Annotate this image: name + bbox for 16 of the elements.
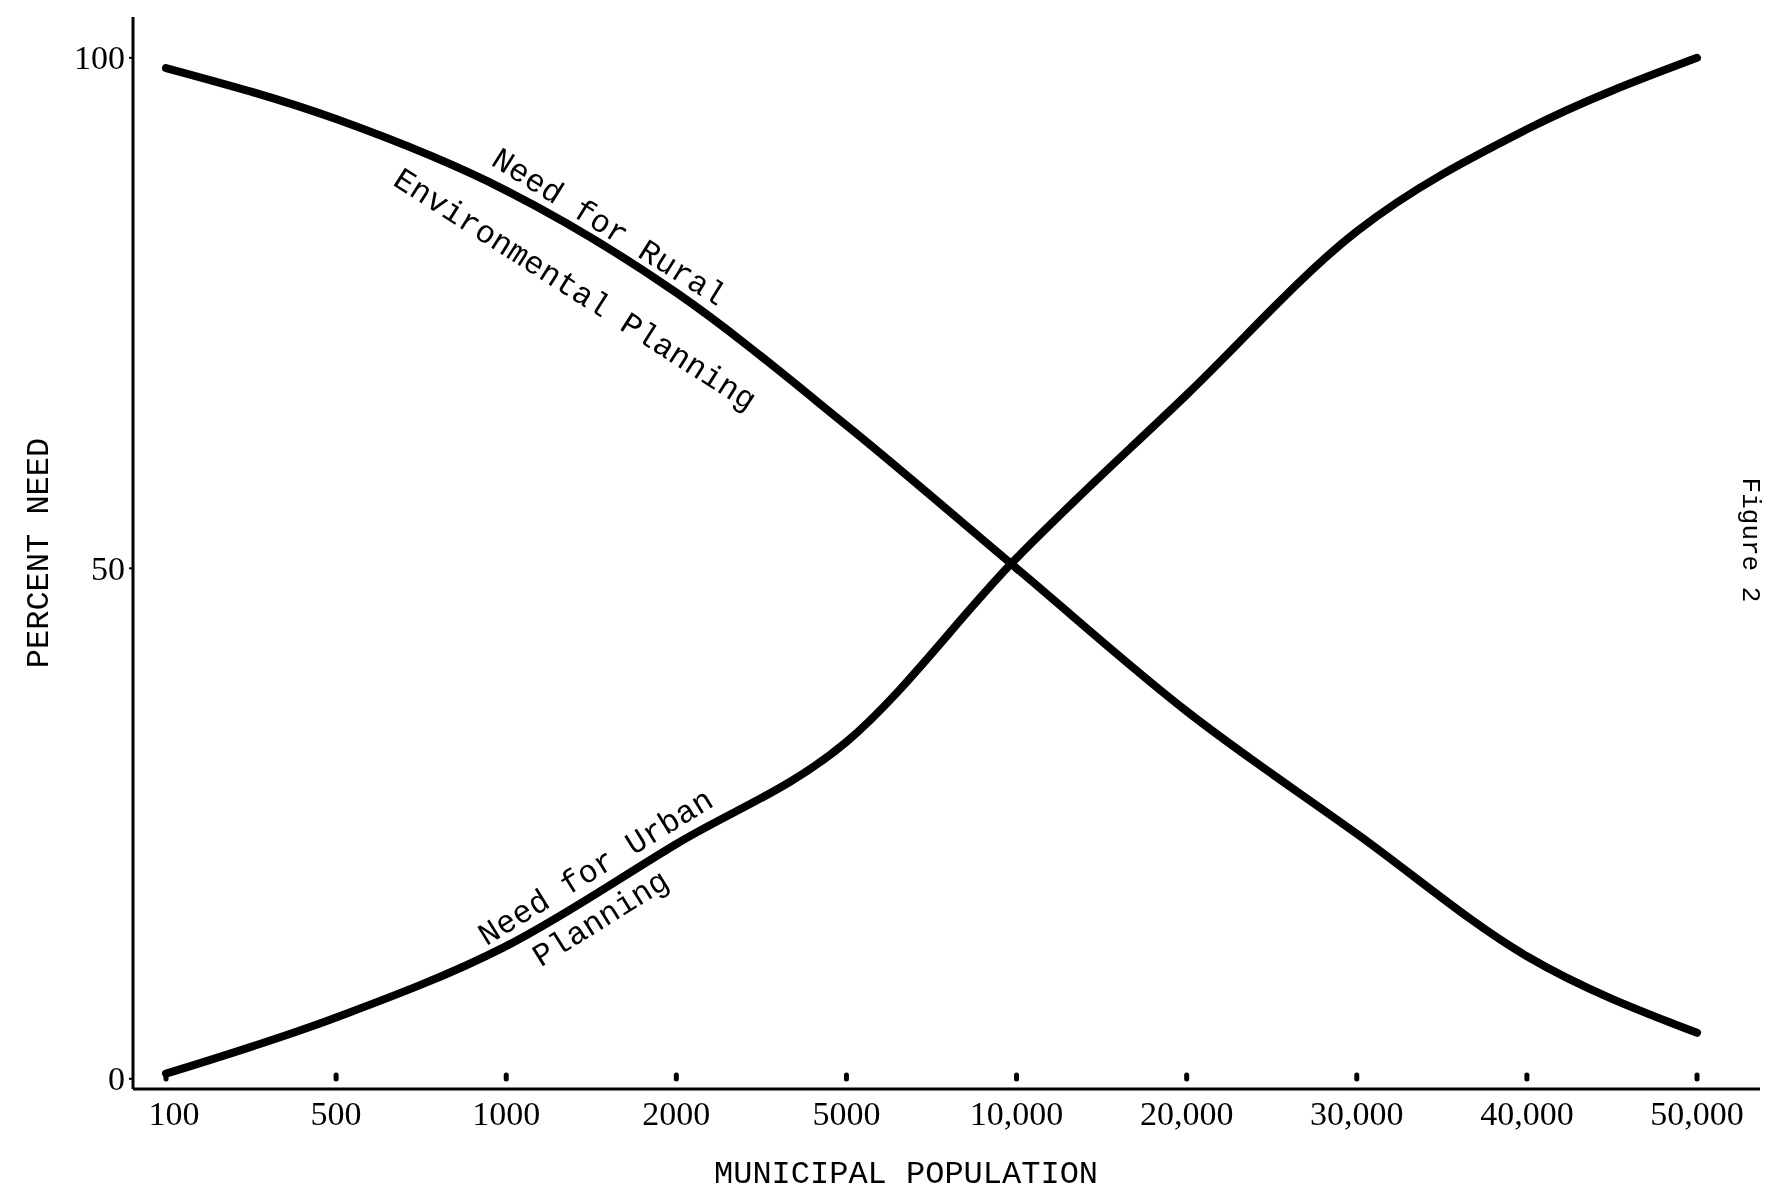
x-tick-label: 500 bbox=[310, 1095, 362, 1132]
y-tick-label: 50 bbox=[91, 549, 125, 587]
x-tick-label: 40,000 bbox=[1480, 1095, 1574, 1132]
x-tick-label: 2000 bbox=[642, 1095, 711, 1132]
x-axis-title: MUNICIPAL POPULATION bbox=[713, 1156, 1099, 1193]
x-tick-label: 10,000 bbox=[969, 1095, 1064, 1132]
x-tick-label: 20,000 bbox=[1139, 1095, 1234, 1132]
x-tick-label: 5000 bbox=[812, 1095, 881, 1132]
y-tick-label: 0 bbox=[108, 1060, 125, 1098]
x-tick-label: 50,000 bbox=[1650, 1095, 1744, 1132]
x-tick-label: 30,000 bbox=[1310, 1095, 1404, 1132]
annotation: Figure 2 bbox=[1735, 477, 1765, 603]
y-tick-label: 100 bbox=[74, 39, 125, 77]
x-tick-label: 1000 bbox=[472, 1095, 541, 1132]
y-axis-title: PERCENT NEED bbox=[21, 437, 58, 669]
x-tick-label: 100 bbox=[148, 1095, 200, 1132]
